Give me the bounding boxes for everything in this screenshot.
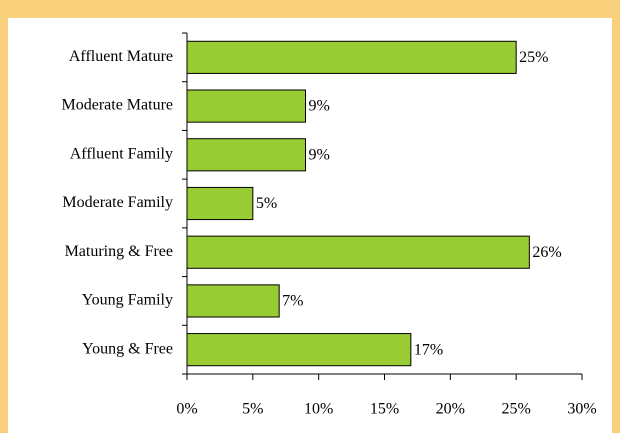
data-label: 26% bbox=[532, 244, 561, 261]
bar bbox=[186, 138, 306, 172]
data-label: 9% bbox=[309, 98, 330, 115]
bar bbox=[186, 284, 280, 318]
y-tick-label: Young Family bbox=[82, 292, 173, 309]
data-label: 17% bbox=[414, 341, 443, 358]
bar bbox=[186, 333, 412, 367]
bar bbox=[186, 235, 530, 269]
x-tick-label: 25% bbox=[502, 401, 531, 418]
chart-panel bbox=[8, 18, 612, 433]
y-tick-label: Affluent Family bbox=[70, 145, 173, 162]
x-tick-label: 10% bbox=[304, 401, 333, 418]
bar bbox=[186, 186, 254, 221]
x-tick-label: 0% bbox=[176, 401, 197, 418]
y-tick-label: Young & Free bbox=[82, 340, 173, 357]
data-label: 7% bbox=[282, 293, 303, 310]
data-label: 5% bbox=[256, 195, 277, 212]
x-tick-label: 30% bbox=[567, 401, 596, 418]
data-label: 25% bbox=[519, 49, 548, 66]
x-tick-label: 15% bbox=[370, 401, 399, 418]
x-tick-label: 20% bbox=[436, 401, 465, 418]
bar bbox=[186, 89, 306, 123]
y-tick-label: Moderate Family bbox=[62, 194, 173, 211]
data-label: 9% bbox=[309, 146, 330, 163]
y-tick-label: Maturing & Free bbox=[65, 243, 173, 260]
y-tick-label: Moderate Mature bbox=[61, 97, 173, 114]
x-tick-label: 5% bbox=[242, 401, 263, 418]
bar bbox=[186, 40, 517, 74]
y-tick-label: Affluent Mature bbox=[69, 48, 173, 65]
